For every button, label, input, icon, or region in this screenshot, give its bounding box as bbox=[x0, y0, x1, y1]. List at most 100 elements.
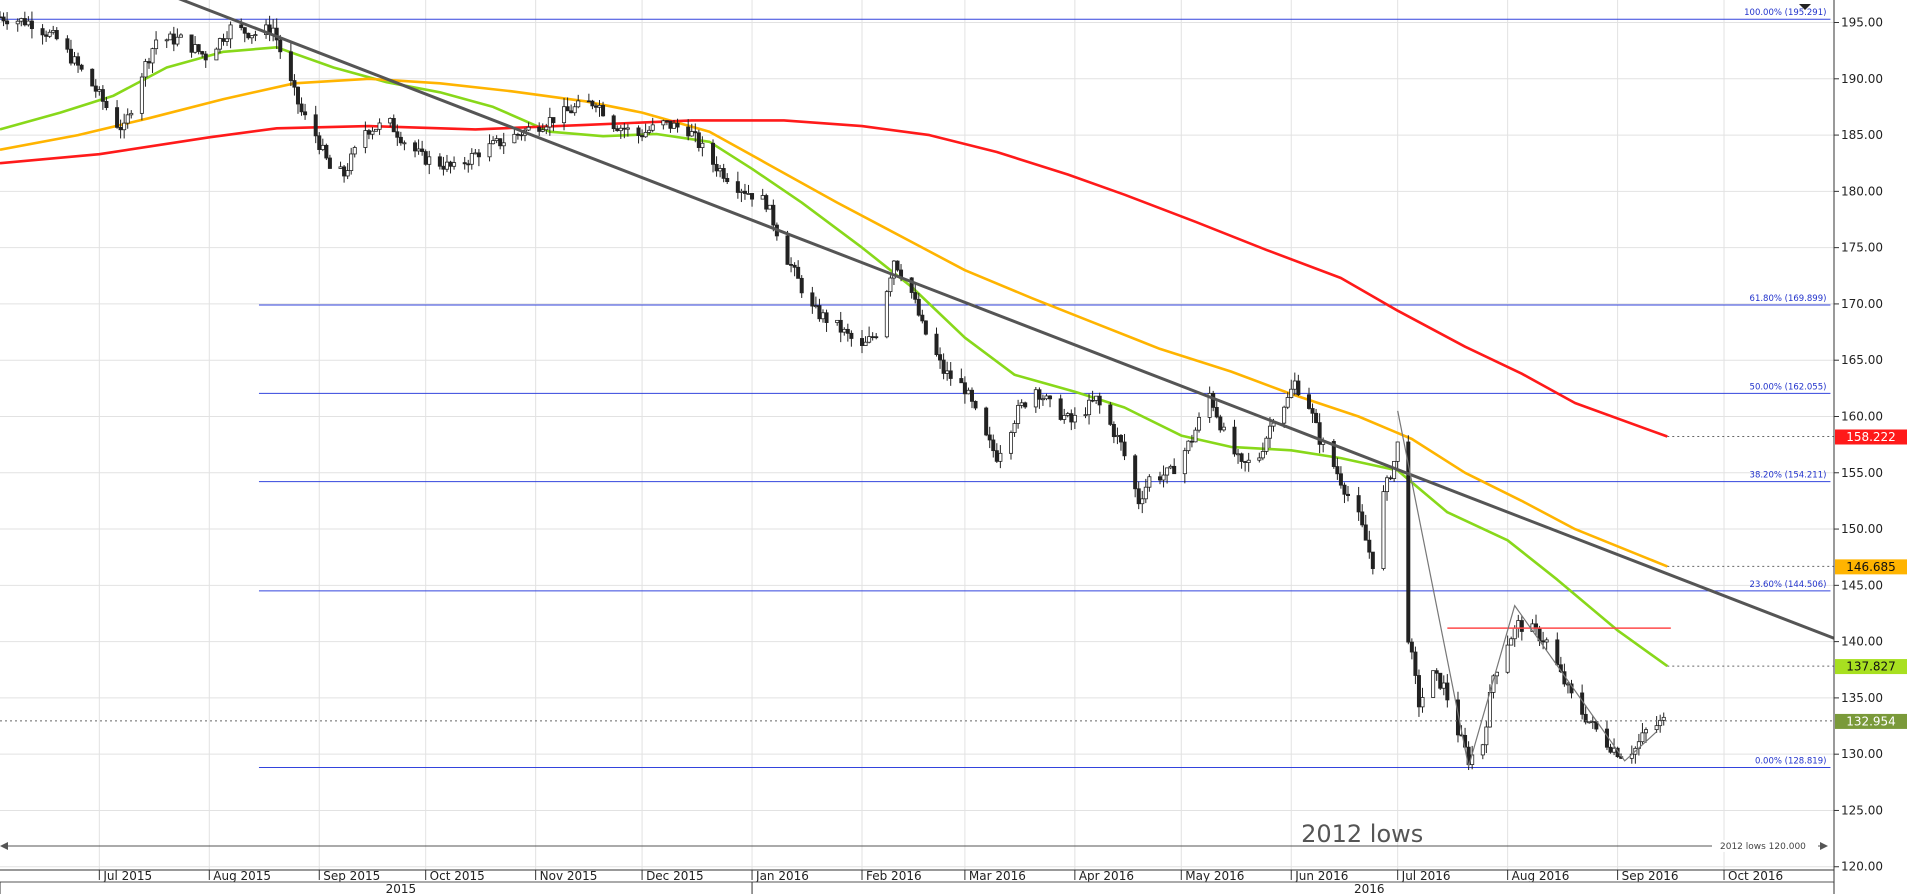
left-arrow-icon bbox=[0, 842, 8, 850]
candle-body bbox=[462, 162, 467, 165]
candle-body bbox=[1484, 726, 1489, 746]
x-tick-label: Apr 2016 bbox=[1079, 869, 1134, 883]
candle-body bbox=[164, 39, 169, 42]
candle-body bbox=[1232, 426, 1237, 455]
candle-body bbox=[998, 452, 1003, 462]
x-tick-label: Sep 2015 bbox=[323, 869, 380, 883]
y-tick-label: 160.00 bbox=[1841, 409, 1883, 423]
moving-average-line bbox=[0, 77, 1668, 568]
candle-body bbox=[1048, 395, 1053, 400]
candle-body bbox=[0, 16, 3, 19]
candle-body bbox=[1111, 423, 1116, 438]
year-label: 2016 bbox=[1354, 882, 1385, 894]
candle-body bbox=[789, 264, 794, 266]
candle-body bbox=[945, 370, 950, 374]
candle-body bbox=[228, 24, 233, 40]
candle-body bbox=[1264, 437, 1269, 452]
y-tick-label: 135.00 bbox=[1841, 691, 1883, 705]
candle-body bbox=[196, 44, 201, 52]
candle-body bbox=[498, 138, 503, 147]
candle-body bbox=[1193, 429, 1198, 443]
zigzag-line bbox=[1397, 410, 1658, 767]
candle-body bbox=[239, 24, 244, 29]
candle-body bbox=[1065, 413, 1070, 416]
candle-body bbox=[512, 133, 517, 144]
candle-body bbox=[317, 135, 322, 150]
candle-body bbox=[377, 122, 382, 130]
candle-body bbox=[345, 170, 350, 177]
candle-body bbox=[771, 204, 776, 226]
chart-menu-icon[interactable] bbox=[1799, 4, 1811, 10]
candle-body bbox=[1182, 450, 1187, 475]
candle-body bbox=[1296, 380, 1301, 396]
x-tick-label: Oct 2015 bbox=[430, 869, 485, 883]
candle-body bbox=[1122, 441, 1127, 457]
candle-body bbox=[1062, 415, 1067, 420]
candle-body bbox=[696, 132, 701, 148]
candle-body bbox=[1172, 465, 1177, 475]
candle-body bbox=[44, 34, 49, 37]
candle-body bbox=[90, 68, 95, 87]
candle-body bbox=[1108, 404, 1113, 425]
candle-body bbox=[79, 64, 84, 70]
candle-body bbox=[473, 152, 478, 155]
y-tick-label: 175.00 bbox=[1841, 241, 1883, 255]
candle-body bbox=[1289, 388, 1294, 398]
candle-body bbox=[700, 142, 705, 148]
candle-body bbox=[1083, 414, 1088, 417]
candle-body bbox=[487, 143, 492, 158]
candle-body bbox=[813, 305, 818, 308]
candle-body bbox=[1168, 465, 1173, 469]
candle-body bbox=[661, 120, 666, 126]
candle-body bbox=[139, 76, 144, 114]
candle-body bbox=[842, 328, 847, 333]
candle-body bbox=[1246, 459, 1251, 463]
candle-body bbox=[739, 190, 744, 193]
candle-body bbox=[895, 260, 900, 271]
candle-body bbox=[934, 333, 939, 356]
candle-body bbox=[1654, 725, 1659, 731]
candle-body bbox=[867, 336, 872, 343]
candle-body bbox=[760, 195, 765, 200]
candle-body bbox=[1094, 395, 1099, 401]
candle-body bbox=[593, 105, 598, 108]
candle-body bbox=[938, 354, 943, 361]
candle-body bbox=[1388, 477, 1393, 480]
x-tick-label: Jun 2016 bbox=[1294, 869, 1348, 883]
candle-body bbox=[941, 359, 946, 374]
price-badge bbox=[1835, 713, 1907, 729]
candle-body bbox=[1509, 638, 1514, 646]
candle-body bbox=[987, 434, 992, 441]
candle-body bbox=[767, 204, 772, 210]
candle-body bbox=[1406, 441, 1411, 643]
candle-body bbox=[448, 161, 453, 167]
candle-body bbox=[129, 112, 134, 116]
candle-body bbox=[398, 136, 403, 144]
candle-body bbox=[72, 56, 77, 64]
candle-body bbox=[476, 152, 481, 158]
candle-body bbox=[1189, 440, 1194, 443]
candle-body bbox=[1161, 474, 1166, 481]
candle-body bbox=[1438, 672, 1443, 689]
candle-body bbox=[590, 100, 595, 107]
right-arrow-icon bbox=[1820, 842, 1828, 850]
candle-body bbox=[391, 118, 396, 133]
candle-body bbox=[327, 157, 332, 169]
chevron-down-icon[interactable] bbox=[1799, 4, 1811, 10]
candle-body bbox=[994, 450, 999, 462]
candle-body bbox=[615, 128, 620, 132]
candle-body bbox=[601, 104, 606, 117]
candle-body bbox=[1608, 746, 1613, 753]
candle-body bbox=[1338, 473, 1343, 486]
price-badge-label: 146.685 bbox=[1846, 560, 1896, 574]
candle-body bbox=[146, 61, 151, 64]
candle-body bbox=[721, 168, 726, 179]
candle-body bbox=[1658, 719, 1663, 727]
candle-body bbox=[973, 400, 978, 409]
candle-body bbox=[693, 131, 698, 134]
candle-body bbox=[1505, 644, 1510, 673]
candle-body bbox=[278, 39, 283, 53]
candle-body bbox=[810, 292, 815, 307]
x-tick-label: Dec 2015 bbox=[646, 869, 704, 883]
candle-body bbox=[526, 126, 531, 131]
